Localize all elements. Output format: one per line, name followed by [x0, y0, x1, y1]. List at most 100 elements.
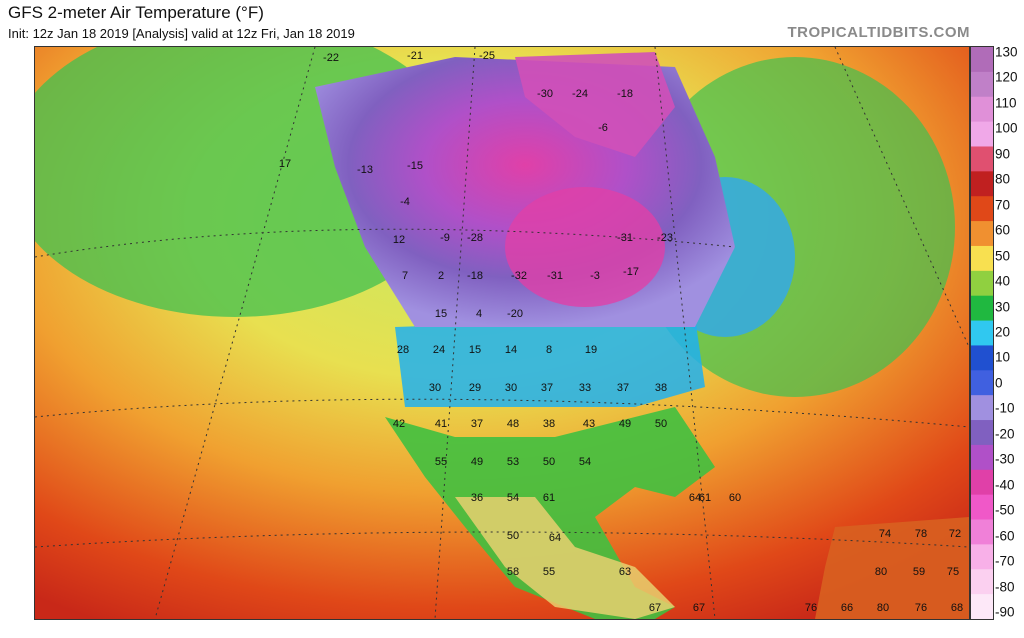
temperature-value-label: 76	[805, 602, 817, 614]
brand-watermark: TROPICALTIDBITS.COM	[787, 24, 970, 41]
temperature-value-label: -3	[590, 270, 600, 282]
temperature-value-label: -22	[323, 52, 339, 64]
temperature-value-label: -15	[407, 160, 423, 172]
temperature-value-label: 19	[585, 344, 597, 356]
temperature-value-label: -18	[617, 88, 633, 100]
temperature-value-label: -20	[507, 308, 523, 320]
colorbar-tick-label: 110	[995, 95, 1017, 111]
temperature-value-label: 33	[579, 382, 591, 394]
colorbar-tick-label: 60	[995, 222, 1011, 238]
map-title: GFS 2-meter Air Temperature (°F)	[8, 3, 264, 22]
colorbar-segment	[971, 171, 993, 198]
temperature-value-label: 2	[438, 270, 444, 282]
temperature-value-label: -6	[598, 122, 608, 134]
temperature-value-label: 55	[543, 566, 555, 578]
temperature-value-label: -31	[547, 270, 563, 282]
temperature-value-label: -31	[617, 232, 633, 244]
temperature-value-label: 54	[579, 456, 591, 468]
colorbar-tick-label: 90	[995, 146, 1011, 162]
north-america-warm-land	[385, 407, 715, 619]
temperature-value-label: 49	[471, 456, 483, 468]
hudson-bay-core	[505, 187, 665, 307]
temperature-value-label: 28	[397, 344, 409, 356]
colorbar-tick-label: 70	[995, 197, 1011, 213]
temperature-value-label: 75	[947, 566, 959, 578]
temperature-value-label: -9	[440, 232, 450, 244]
temperature-value-label: 64	[689, 492, 701, 504]
temperature-value-label: -21	[407, 50, 423, 62]
colorbar-tick-label: 130	[995, 44, 1018, 60]
temperature-value-label: 7	[402, 270, 408, 282]
colorbar-tick-label: 30	[995, 299, 1011, 315]
colorbar-tick-label: 10	[995, 349, 1011, 365]
temperature-value-label: -28	[467, 232, 483, 244]
temperature-value-label: -17	[623, 266, 639, 278]
colorbar-segment	[971, 47, 993, 73]
colorbar-segment	[971, 420, 993, 446]
temperature-value-label: 50	[655, 418, 667, 430]
colorbar-segment	[971, 444, 993, 471]
colorbar-tick-label: 40	[995, 273, 1011, 289]
colorbar-segment	[971, 221, 993, 247]
temperature-value-label: 36	[471, 492, 483, 504]
colorbar-segment	[971, 121, 993, 148]
colorbar-segment	[971, 71, 993, 98]
us-blue-zone	[395, 317, 705, 407]
colorbar-tick-label: -80	[995, 579, 1015, 595]
temperature-value-label: -32	[511, 270, 527, 282]
temperature-value-label: 78	[915, 528, 927, 540]
temperature-value-label: 74	[879, 528, 891, 540]
colorbar-segment	[971, 519, 993, 546]
temperature-value-label: 50	[507, 530, 519, 542]
temperature-value-label: 80	[877, 602, 889, 614]
temperature-value-label: 67	[649, 602, 661, 614]
temperature-value-label: 49	[619, 418, 631, 430]
temperature-value-label: 37	[471, 418, 483, 430]
colorbar-segment	[971, 469, 993, 496]
map-subtitle: Init: 12z Jan 18 2019 [Analysis] valid a…	[8, 26, 355, 41]
colorbar-tick-label: -20	[995, 426, 1015, 442]
temperature-value-label: -24	[572, 88, 588, 100]
colorbar-segment	[971, 245, 993, 272]
temperature-map: -22 -21 -25 -30 -24 -18 -6 17 -13 -15 -4 -9 -28 -31 -2…	[34, 46, 970, 620]
temperature-value-label: 42	[393, 418, 405, 430]
temperature-value-label: 15	[469, 344, 481, 356]
colorbar-segment	[971, 594, 993, 620]
map-canvas: -22 -21 -25 -30 -24 -18 -6 17 -13 -15 -4 -9 -28 -31 -2…	[35, 47, 969, 619]
temperature-value-label: 41	[435, 418, 447, 430]
temperature-value-labels: -22 -21 -25 -30 -24 -18 -6 17 -13 -15 -4 -9 -28 -31 -2…	[279, 50, 963, 614]
temperature-value-label: -30	[537, 88, 553, 100]
temperature-value-label: 48	[507, 418, 519, 430]
temperature-value-label: 67	[693, 602, 705, 614]
temperature-value-label: 50	[543, 456, 555, 468]
temperature-value-label: 8	[546, 344, 552, 356]
colorbar-tick-label: 20	[995, 324, 1011, 340]
temperature-value-label: 30	[505, 382, 517, 394]
colorbar-segment	[971, 370, 993, 397]
temperature-value-label: 12	[393, 234, 405, 246]
colorbar-tick-label: 0	[995, 375, 1003, 391]
temperature-value-label: -23	[657, 232, 673, 244]
temperature-value-label: 61	[699, 492, 711, 504]
temperature-value-label: 24	[433, 344, 445, 356]
temperature-value-label: 66	[841, 602, 853, 614]
temperature-value-label: 43	[583, 418, 595, 430]
temperature-value-label: 37	[617, 382, 629, 394]
colorbar-segment	[971, 270, 993, 297]
temperature-value-label: 63	[619, 566, 631, 578]
colorbar-tick-label: -10	[995, 400, 1015, 416]
temperature-value-label: -4	[400, 196, 410, 208]
colorbar-segment	[971, 345, 993, 372]
temperature-value-label: 54	[507, 492, 519, 504]
colorbar-segment	[971, 196, 993, 223]
temperature-value-label: -25	[479, 50, 495, 62]
colorbar-tick-label: -60	[995, 528, 1015, 544]
south-america-land	[815, 517, 969, 619]
colorbar-tick-label: -90	[995, 604, 1015, 620]
colorbar-segment	[971, 544, 993, 571]
colorbar-gradient	[971, 47, 993, 620]
colorbar-segment	[971, 146, 993, 173]
temperature-value-label: -18	[467, 270, 483, 282]
greenland-land	[515, 52, 675, 157]
temperature-value-label: 4	[476, 308, 482, 320]
